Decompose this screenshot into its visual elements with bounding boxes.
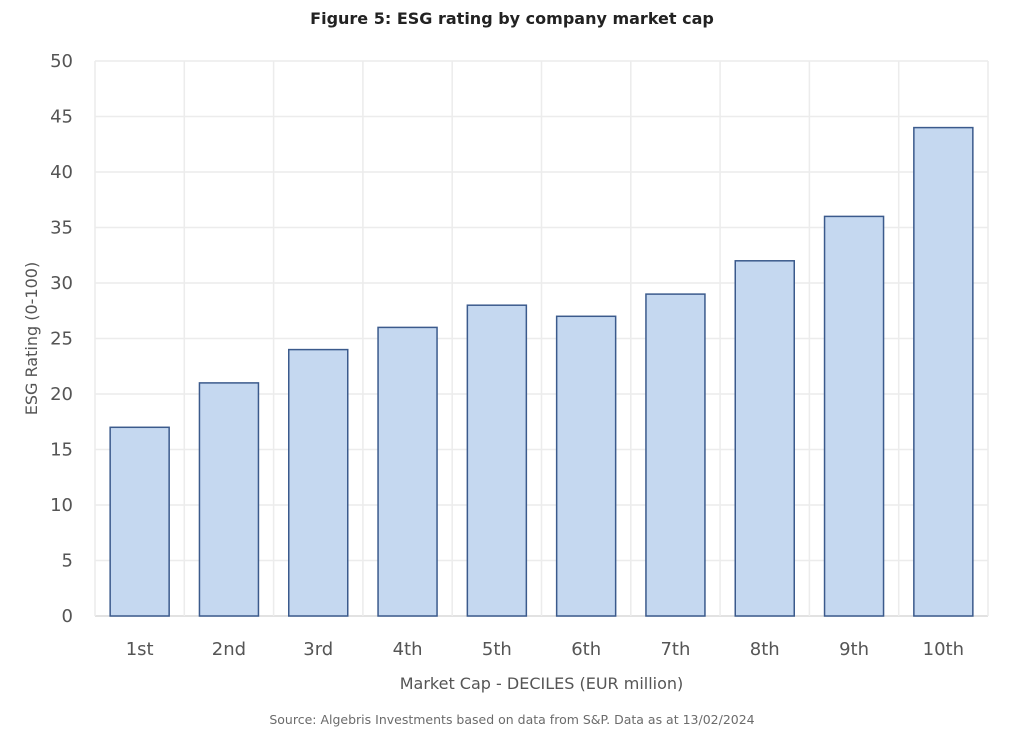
x-tick-label: 5th <box>482 639 512 660</box>
bar-10th <box>913 126 974 617</box>
x-tick-label: 2nd <box>212 639 246 660</box>
x-axis-label: Market Cap - DECILES (EUR million) <box>400 674 684 693</box>
x-tick-label: 10th <box>923 639 964 660</box>
y-tick-label: 30 <box>50 273 73 294</box>
y-tick-label: 45 <box>50 107 73 128</box>
bar-4th <box>377 326 438 617</box>
x-tick-label: 1st <box>126 639 154 660</box>
x-tick-label: 4th <box>393 639 423 660</box>
bar-7th <box>645 293 706 617</box>
x-tick-label: 6th <box>571 639 601 660</box>
bar-8th <box>734 260 795 617</box>
x-tick-label: 9th <box>839 639 869 660</box>
y-tick-label: 20 <box>50 384 73 405</box>
y-axis-label: ESG Rating (0-100) <box>22 262 41 415</box>
bar-6th <box>555 315 617 617</box>
y-tick-label: 10 <box>50 495 73 516</box>
y-tick-label: 25 <box>50 329 73 350</box>
x-tick-label: 3rd <box>303 639 333 660</box>
y-tick-label: 0 <box>62 606 73 627</box>
x-tick-label: 7th <box>660 639 690 660</box>
bar-5th <box>466 304 528 617</box>
chart-title: Figure 5: ESG rating by company market c… <box>310 9 714 28</box>
bar-3rd <box>288 348 349 617</box>
y-tick-label: 35 <box>50 218 73 239</box>
bar-2nd <box>198 382 260 617</box>
source-note: Source: Algebris Investments based on da… <box>269 712 755 727</box>
bar-1st <box>109 426 170 617</box>
y-tick-label: 15 <box>50 440 73 461</box>
y-tick-label: 50 <box>50 51 73 72</box>
y-tick-label: 5 <box>62 551 73 572</box>
x-tick-label: 8th <box>750 639 780 660</box>
bar-9th <box>823 215 885 617</box>
y-tick-label: 40 <box>50 162 73 183</box>
